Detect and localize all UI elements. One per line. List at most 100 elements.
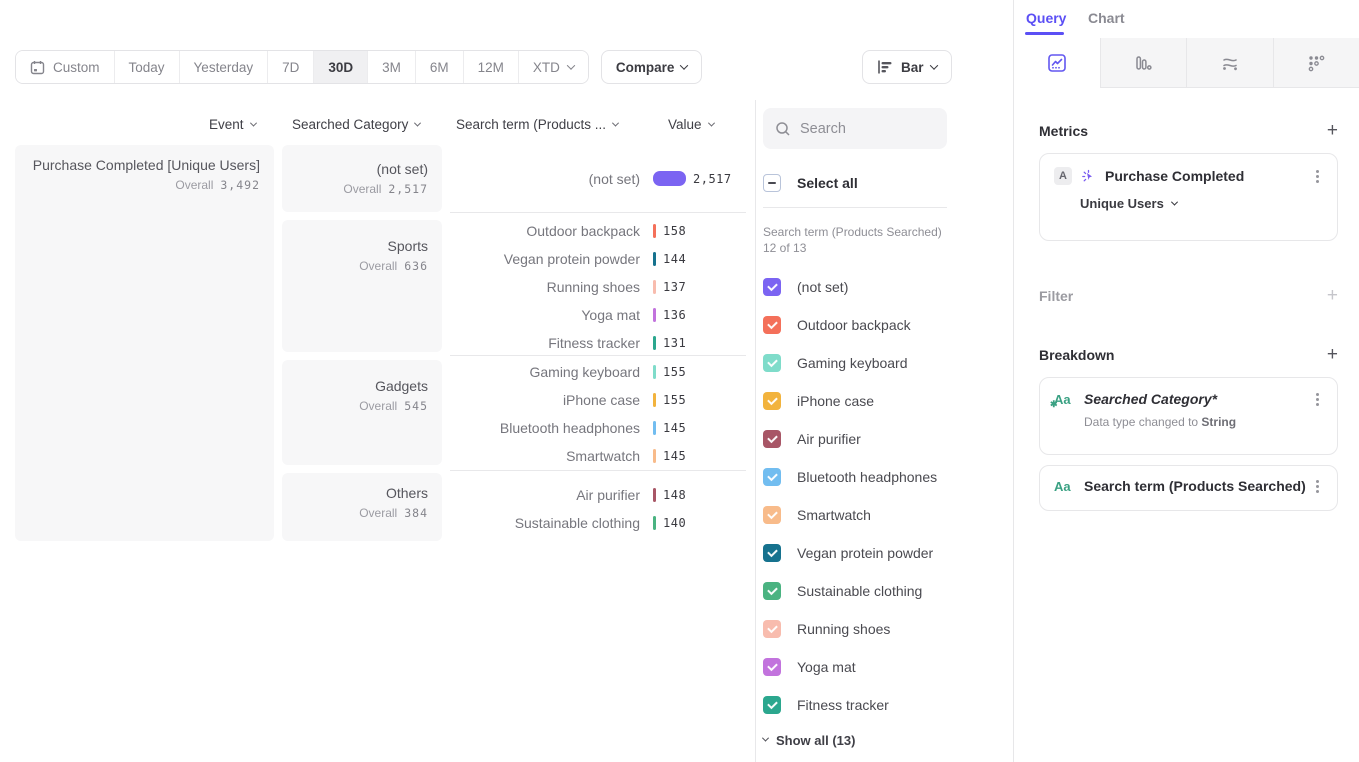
table-row[interactable]: Air purifier 148 [576, 487, 687, 503]
date-range-3m[interactable]: 3M [367, 51, 415, 83]
segment-item[interactable]: Sustainable clothing [763, 572, 1013, 610]
search-icon [776, 121, 790, 136]
breakdown-property-name: Search term (Products Searched) [1084, 478, 1306, 494]
segment-checkbox[interactable] [763, 696, 781, 714]
date-range-6m[interactable]: 6M [414, 51, 463, 83]
report-type-retention[interactable] [1272, 38, 1359, 87]
value-rows-column: (not set) 2,517 Outdoor backpack 158 Vega… [450, 145, 746, 541]
segment-checkbox[interactable] [763, 658, 781, 676]
value-bar [653, 171, 686, 186]
value-bar [653, 280, 656, 294]
filter-title: Filter [1039, 287, 1074, 304]
value-bar [653, 449, 656, 463]
kebab-menu-icon[interactable] [1316, 397, 1319, 401]
date-range-12m[interactable]: 12M [462, 51, 518, 83]
search-box[interactable] [763, 108, 947, 149]
segment-item[interactable]: Fitness tracker [763, 686, 1013, 724]
date-range-custom[interactable]: Custom [16, 51, 114, 83]
event-sparkle-icon [1082, 169, 1092, 181]
add-metric-button[interactable]: + [1326, 120, 1338, 141]
aggregation-dropdown[interactable]: Unique Users [1080, 196, 1323, 211]
segment-checkbox[interactable] [763, 506, 781, 524]
value-bar [653, 365, 656, 379]
column-header-value[interactable]: Value [668, 117, 715, 132]
active-tab-underline [1025, 32, 1064, 35]
tab-query[interactable]: Query [1026, 10, 1067, 26]
segment-item[interactable]: Gaming keyboard [763, 344, 1013, 382]
category-column: (not set) Overall 2,517 Sports Overall 636… [282, 145, 442, 541]
breakdown-section-header: Breakdown + [1039, 345, 1338, 364]
date-range-7d[interactable]: 7D [267, 51, 314, 83]
segment-checkbox[interactable] [763, 430, 781, 448]
segment-item[interactable]: (not set) [763, 268, 1013, 306]
value-bar [653, 224, 656, 238]
event-name: Purchase Completed [Unique Users] [32, 157, 260, 173]
report-type-insights[interactable] [1014, 38, 1100, 88]
select-all-checkbox[interactable] [763, 174, 781, 192]
report-type-flows[interactable] [1186, 38, 1273, 87]
report-type-funnels[interactable] [1099, 38, 1186, 87]
segment-item[interactable]: Vegan protein powder [763, 534, 1013, 572]
show-all-toggle[interactable]: Show all (13) [761, 733, 1013, 748]
kebab-menu-icon[interactable] [1316, 174, 1319, 178]
category-cell[interactable]: Others Overall 384 [282, 473, 442, 541]
filter-section-header: Filter + [1039, 286, 1338, 305]
date-range-today[interactable]: Today [113, 51, 179, 83]
event-cell[interactable]: Purchase Completed [Unique Users] Overal… [15, 145, 274, 541]
segment-list-label: Search term (Products Searched) 12 of 13 [763, 225, 942, 255]
horizontal-bar-chart-icon [878, 60, 892, 74]
category-cell[interactable]: Sports Overall 636 [282, 220, 442, 352]
segment-checkbox[interactable] [763, 544, 781, 562]
category-cell[interactable]: Gadgets Overall 545 [282, 360, 442, 465]
table-row[interactable]: Fitness tracker 131 [548, 335, 687, 351]
segment-checkbox[interactable] [763, 316, 781, 334]
segment-checkbox[interactable] [763, 278, 781, 296]
segment-item[interactable]: Bluetooth headphones [763, 458, 1013, 496]
date-range-30d[interactable]: 30D [313, 51, 368, 83]
column-header-event[interactable]: Event [209, 117, 257, 132]
segment-item[interactable]: Air purifier [763, 420, 1013, 458]
table-row[interactable]: Vegan protein powder 144 [503, 251, 687, 267]
table-row[interactable]: (not set) 2,517 [588, 170, 732, 187]
segment-item[interactable]: iPhone case [763, 382, 1013, 420]
tab-chart[interactable]: Chart [1088, 10, 1125, 26]
category-cell[interactable]: (not set) Overall 2,517 [282, 145, 442, 212]
kebab-menu-icon[interactable] [1316, 484, 1319, 488]
date-range-xtd[interactable]: XTD [517, 51, 588, 83]
search-input[interactable] [800, 120, 930, 137]
segment-checkbox[interactable] [763, 582, 781, 600]
segment-checkbox[interactable] [763, 392, 781, 410]
chevron-down-icon [761, 734, 770, 742]
column-header-searched-category[interactable]: Searched Category [292, 117, 422, 132]
table-row[interactable]: Bluetooth headphones 145 [499, 420, 687, 436]
breakdown-card[interactable]: Aa ✱ Searched Category* Data type changed… [1039, 377, 1338, 455]
segment-checkbox[interactable] [763, 354, 781, 372]
segment-item[interactable]: Running shoes [763, 610, 1013, 648]
metric-card[interactable]: A Purchase Completed Unique Users [1039, 153, 1338, 241]
date-range-yesterday[interactable]: Yesterday [178, 51, 268, 83]
add-filter-button[interactable]: + [1326, 285, 1338, 306]
value-bar [653, 252, 656, 266]
table-row[interactable]: Sustainable clothing 140 [514, 515, 687, 531]
breakdown-card[interactable]: Aa Search term (Products Searched) [1039, 465, 1338, 511]
table-row[interactable]: Gaming keyboard 155 [529, 364, 687, 380]
segment-item[interactable]: Yoga mat [763, 648, 1013, 686]
segment-item[interactable]: Outdoor backpack [763, 306, 1013, 344]
table-row[interactable]: Yoga mat 136 [581, 307, 687, 323]
value-bar [653, 308, 656, 322]
table-row[interactable]: Smartwatch 145 [566, 448, 687, 464]
value-bar [653, 393, 656, 407]
compare-button[interactable]: Compare [600, 50, 703, 84]
table-row[interactable]: Running shoes 137 [546, 279, 687, 295]
chart-type-dropdown[interactable]: Bar [862, 50, 952, 84]
segment-checkbox[interactable] [763, 468, 781, 486]
segment-item[interactable]: Smartwatch [763, 496, 1013, 534]
divider [763, 207, 947, 208]
select-all-row[interactable]: Select all [763, 174, 1013, 192]
table-row[interactable]: iPhone case 155 [562, 392, 687, 408]
event-column: Purchase Completed [Unique Users] Overal… [15, 145, 274, 541]
table-row[interactable]: Outdoor backpack 158 [526, 223, 687, 239]
segment-checkbox[interactable] [763, 620, 781, 638]
add-breakdown-button[interactable]: + [1326, 344, 1338, 365]
column-header-search-term[interactable]: Search term (Products ... [456, 117, 620, 132]
